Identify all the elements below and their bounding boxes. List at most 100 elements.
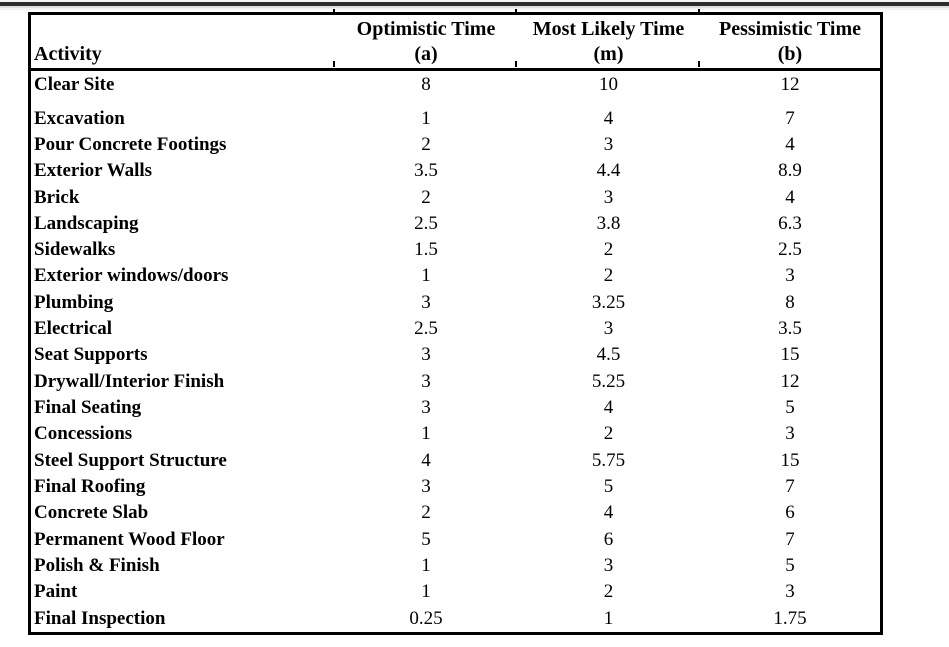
table-row: Pour Concrete Footings 2 3 4 xyxy=(31,132,880,158)
pessimistic-time-cell: 5 xyxy=(785,397,795,419)
optimistic-time-cell: 2.5 xyxy=(414,318,438,340)
table-row: Plumbing 3 3.25 8 xyxy=(31,290,880,316)
page-edge-highlight xyxy=(0,0,949,2)
table-row: Drywall/Interior Finish 3 5.25 12 xyxy=(31,369,880,395)
activity-cell: Electrical xyxy=(34,318,113,340)
most-likely-time-cell: 3 xyxy=(603,133,614,155)
table-body: Clear Site 8 10 12 Excavation 1 4 7 Pour Concret… xyxy=(31,70,880,633)
activity-cell: Drywall/Interior Finish xyxy=(34,370,225,392)
most-likely-time-cell: 4 xyxy=(603,107,614,129)
table-row: Exterior Walls 3.5 4.4 8.9 xyxy=(31,158,880,184)
pessimistic-time-cell: 4 xyxy=(785,133,795,155)
most-likely-time-cell: 2 xyxy=(603,265,614,287)
pessimistic-time-cell: 7 xyxy=(785,528,795,550)
most-likely-time-cell: 4 xyxy=(603,502,614,524)
pessimistic-time-cell: 15 xyxy=(780,344,800,366)
pessimistic-time-cell: 3 xyxy=(785,423,795,445)
optimistic-time-cell: 2 xyxy=(421,133,431,155)
activity-cell: Final Seating xyxy=(34,397,142,419)
most-likely-time-cell: 3 xyxy=(603,186,614,208)
most-likely-time-cell: 6 xyxy=(603,528,614,550)
column-header-label: Most Likely Time xyxy=(532,18,685,40)
activity-cell: Excavation xyxy=(34,107,125,129)
table-row: Final Roofing 3 5 7 xyxy=(31,474,880,500)
column-boundary-tick xyxy=(333,61,335,67)
most-likely-time-cell: 4.4 xyxy=(596,160,621,182)
optimistic-time-cell: 3 xyxy=(421,397,431,419)
optimistic-time-cell: 8 xyxy=(421,74,431,95)
column-boundary-tick xyxy=(515,61,517,67)
most-likely-time-cell: 5.25 xyxy=(591,370,626,392)
most-likely-time-cell: 5.75 xyxy=(591,449,626,471)
table-row: Permanent Wood Floor 5 6 7 xyxy=(31,526,880,552)
table-row: Excavation 1 4 7 xyxy=(31,105,880,131)
activity-cell: Permanent Wood Floor xyxy=(34,528,225,550)
table-row: Brick 2 3 4 xyxy=(31,184,880,210)
optimistic-time-cell: 2 xyxy=(421,186,431,208)
table-row: Landscaping 2.5 3.8 6.3 xyxy=(31,211,880,237)
pessimistic-time-cell: 12 xyxy=(780,370,800,392)
activity-cell: Paint xyxy=(34,581,78,603)
table-row: Electrical 2.5 3 3.5 xyxy=(31,316,880,342)
activity-cell: Concessions xyxy=(34,423,133,445)
pessimistic-time-cell: 3 xyxy=(785,265,795,287)
page-edge-shadow xyxy=(0,6,949,8)
optimistic-time-cell: 2 xyxy=(421,502,431,524)
table-row: Clear Site 8 10 12 xyxy=(31,70,880,106)
page-edge-bar xyxy=(0,2,949,6)
most-likely-time-cell: 4.5 xyxy=(596,344,621,366)
activity-cell: Pour Concrete Footings xyxy=(34,133,227,155)
column-header-sublabel: (m) xyxy=(593,43,624,65)
column-boundary-tick xyxy=(333,9,335,15)
optimistic-time-cell: 1.5 xyxy=(414,239,438,261)
pessimistic-time-cell: 1.75 xyxy=(773,607,807,629)
column-boundary-tick xyxy=(698,9,700,15)
activity-cell: Exterior windows/doors xyxy=(34,265,229,287)
most-likely-time-cell: 3 xyxy=(603,318,614,340)
most-likely-time-cell: 5 xyxy=(603,475,614,497)
most-likely-time-cell: 1 xyxy=(603,607,614,629)
optimistic-time-cell: 3 xyxy=(421,370,431,392)
activity-cell: Polish & Finish xyxy=(34,554,160,576)
most-likely-time-cell: 3.8 xyxy=(596,212,621,234)
pessimistic-time-cell: 7 xyxy=(785,475,795,497)
pessimistic-time-cell: 4 xyxy=(785,186,795,208)
column-header-sublabel: (b) xyxy=(777,43,803,65)
pessimistic-time-cell: 6.3 xyxy=(778,212,802,234)
column-header-sublabel: (a) xyxy=(414,43,438,65)
page-edge-fade xyxy=(0,8,949,10)
optimistic-time-cell: 5 xyxy=(421,528,431,550)
optimistic-time-cell: 3 xyxy=(421,344,431,366)
activity-cell: Concrete Slab xyxy=(34,502,149,524)
optimistic-time-cell: 3.5 xyxy=(414,160,438,182)
pessimistic-time-cell: 12 xyxy=(780,74,800,95)
activity-times-table: Activity Optimistic Time (a) Most Likely… xyxy=(31,15,880,632)
column-boundary-tick xyxy=(515,9,517,15)
optimistic-time-cell: 1 xyxy=(421,107,431,129)
activity-cell: Final Roofing xyxy=(34,475,146,497)
pessimistic-time-cell: 2.5 xyxy=(778,239,802,261)
pessimistic-time-cell: 3.5 xyxy=(778,318,802,340)
pessimistic-time-cell: 5 xyxy=(785,554,795,576)
activity-cell: Brick xyxy=(34,186,80,208)
table-row: Paint 1 2 3 xyxy=(31,579,880,605)
optimistic-time-cell: 0.25 xyxy=(409,607,443,629)
table-row: Seat Supports 3 4.5 15 xyxy=(31,342,880,368)
activity-cell: Steel Support Structure xyxy=(34,449,227,471)
activity-times-table-frame: Activity Optimistic Time (a) Most Likely… xyxy=(28,9,883,635)
most-likely-time-cell: 3.25 xyxy=(591,291,626,313)
optimistic-time-cell: 1 xyxy=(421,554,431,576)
most-likely-time-cell: 4 xyxy=(603,397,614,419)
pessimistic-time-cell: 6 xyxy=(785,502,795,524)
table-row: Concrete Slab 2 4 6 xyxy=(31,500,880,526)
pessimistic-time-cell: 7 xyxy=(785,107,795,129)
table-row: Final Seating 3 4 5 xyxy=(31,395,880,421)
column-header-pessimistic-time: Pessimistic Time (b) xyxy=(700,15,880,71)
activity-cell: Seat Supports xyxy=(34,344,148,366)
optimistic-time-cell: 1 xyxy=(421,581,431,603)
optimistic-time-cell: 3 xyxy=(421,475,431,497)
column-boundary-tick xyxy=(698,61,700,67)
column-header-label: Pessimistic Time xyxy=(718,18,862,40)
activity-cell: Final Inspection xyxy=(34,607,166,629)
